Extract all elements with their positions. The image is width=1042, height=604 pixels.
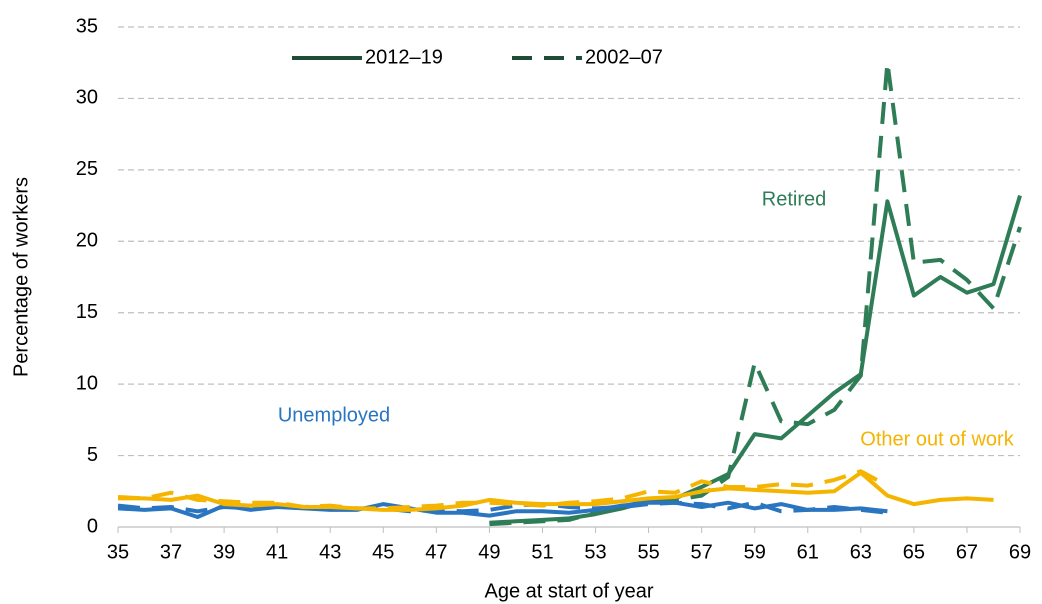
legend-label: 2002–07 — [585, 46, 663, 68]
x-axis-label: Age at start of year — [485, 580, 654, 602]
x-tick-label: 47 — [425, 541, 447, 563]
x-tick-label: 51 — [531, 541, 553, 563]
x-tick-label: 65 — [903, 541, 925, 563]
x-tick-label: 43 — [319, 541, 341, 563]
x-tick-label: 53 — [584, 541, 606, 563]
series-annotation: Unemployed — [278, 404, 390, 426]
x-tick-label: 59 — [744, 541, 766, 563]
x-tick-label: 67 — [956, 541, 978, 563]
y-tick-label: 10 — [76, 372, 98, 394]
y-tick-label: 25 — [76, 158, 98, 180]
line-series — [117, 469, 889, 511]
line-series — [489, 195, 1022, 525]
line-series — [118, 470, 994, 512]
y-tick-label: 5 — [87, 444, 98, 466]
line-series — [117, 500, 888, 515]
x-tick-label: 63 — [850, 541, 872, 563]
x-tick-label: 61 — [797, 541, 819, 563]
x-tick-label: 69 — [1009, 541, 1031, 563]
x-tick-label: 39 — [213, 541, 235, 563]
y-tick-label: 30 — [76, 87, 98, 109]
y-tick-label: 0 — [87, 515, 98, 537]
x-tick-label: 45 — [372, 541, 394, 563]
line-series — [117, 500, 888, 519]
x-tick-label: 35 — [107, 541, 129, 563]
x-tick-label: 57 — [691, 541, 713, 563]
y-tick-label: 35 — [76, 15, 98, 37]
x-tick-label: 41 — [266, 541, 288, 563]
series-annotation: Retired — [762, 188, 826, 210]
y-axis-label: Percentage of workers — [10, 177, 32, 377]
y-tick-label: 15 — [76, 301, 98, 323]
series-annotation: Other out of work — [860, 428, 1014, 450]
x-tick-label: 55 — [637, 541, 659, 563]
line-series — [489, 60, 1022, 527]
x-tick-label: 49 — [478, 541, 500, 563]
legend-label: 2012–19 — [365, 46, 443, 68]
x-tick-label: 37 — [160, 541, 182, 563]
y-tick-label: 20 — [76, 230, 98, 252]
